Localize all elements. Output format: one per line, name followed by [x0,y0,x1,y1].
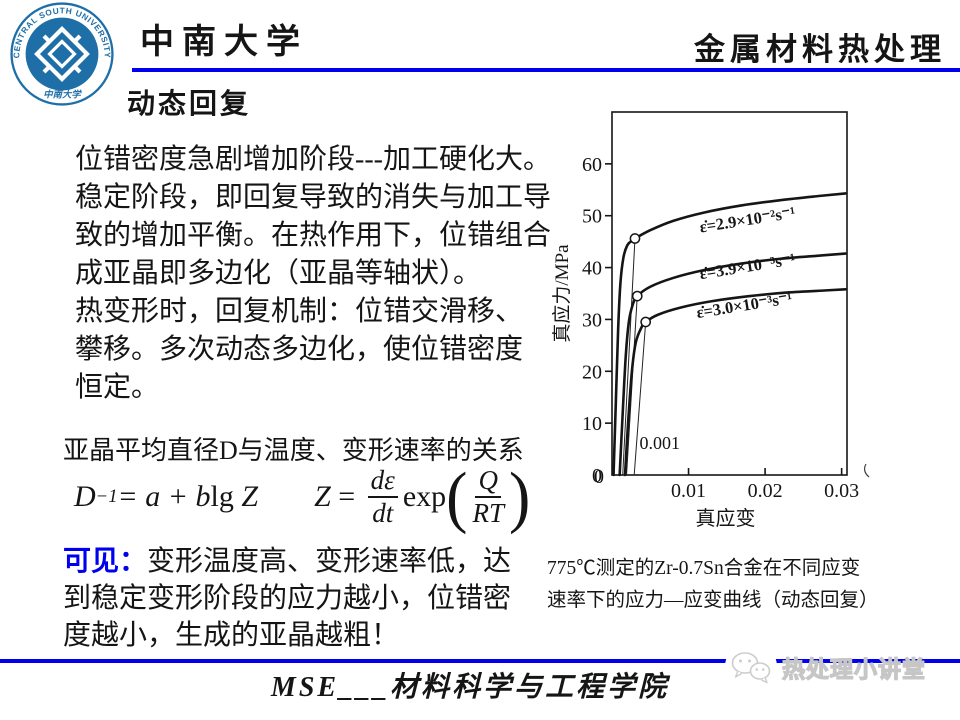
x-axis-tick-label: 0.03 [824,480,859,502]
csu-logo: CENTRAL SOUTH UNIVERSITY 中南大学 [10,2,114,106]
text-line: 到稳定变形阶段的应力越小，位错密 [63,583,512,614]
plot-border [611,111,848,476]
chart-caption: 775℃测定的Zr-0.7Sn合金在不同应变 速率下的应力—应变曲线（动态回复） [547,553,879,617]
yield-point-marker [629,233,641,244]
wechat-icon [725,641,777,693]
x-axis-title: 真应变 [696,507,756,530]
logo-seal-text: 中南大学 [43,89,82,101]
formula-d-z: D −1 = a + b lg Z [74,480,259,513]
text-line: 度越小，生成的亚晶越粗！ [63,620,400,651]
conclusion-label: 可见： [63,546,148,577]
offset-line [622,238,636,476]
origin-label: 0 [594,466,604,488]
y-axis-title: 真应力/MPa [551,244,573,343]
text-line: 成亚晶即多边化（亚晶等轴状）。 [75,258,482,289]
text-line: 热变形时，回复机制：位错交滑移、 [75,296,524,327]
x-axis-tick-label: 0.02 [748,480,783,502]
university-name: 中南大学 [140,24,308,61]
text-line: 致的增加平衡。在热作用下，位错组合 [75,220,552,251]
paragraph-dislocation: 位错密度急剧增加阶段---加工硬化大。 稳定阶段，即回复导致的消失与加工导 致的… [75,141,551,293]
formula-zener: Z = dε dt exp(Q RT) [314,458,531,535]
footer-divider-line [0,659,960,663]
y-axis-tick-label: 50 [582,206,602,228]
caption-line: 775℃测定的Zr-0.7Sn合金在不同应变 [547,558,861,579]
text-line: 位错密度急剧增加阶段---加工硬化大。 [75,144,551,175]
header-divider-line [132,68,960,72]
formula-row: D −1 = a + b lg Z Z = dε dt exp(Q RT) [74,456,530,538]
conclusion-paragraph: 可见：变形温度高、变形速率低，达 到稳定变形阶段的应力越小，位错密 度越小，生成… [63,543,511,654]
stress-strain-curve-3 [623,288,847,477]
logo-knot-emblem [34,26,90,82]
offset-line [633,321,647,476]
text-line: 恒定。 [75,372,160,403]
x-axis-tick-label: 0.01 [671,480,706,502]
y-axis-tick-label: 10 [582,413,602,435]
yield-point-marker [640,316,652,328]
caption-line: 速率下的应力—应变曲线（动态回复） [547,590,879,611]
page-title: 动态回复 [127,89,252,120]
watermark-text: 热处理小讲堂 [781,655,926,682]
watermark: 热处理小讲堂 [724,640,926,694]
text-line: 可见：变形温度高、变形速率低，达 [63,546,512,577]
scan-artifact-mark [863,463,870,478]
y-axis-tick-label: 40 [582,258,602,280]
stress-strain-curve-2 [618,252,847,477]
y-axis-tick-label: 60 [582,154,602,176]
y-axis-tick-label: 30 [582,309,602,331]
course-title: 金属材料热处理 [694,32,946,67]
subheading-relation: 亚晶平均直径D与温度、变形速率的关系 [63,436,524,465]
offset-annotation: 0.001 [640,433,681,453]
logo-inner-disk [25,17,99,91]
text-line: 稳定阶段，即回复导致的消失与加工导 [75,182,552,213]
paragraph-mechanism: 热变形时，回复机制：位错交滑移、 攀移。多次动态多边化，使位错密度 恒定。 [75,293,523,407]
footer-school-name: MSE___材料科学与工程学院 [270,672,670,703]
yield-point-marker [631,290,643,302]
y-axis-tick-label: 0 [592,465,602,487]
text-line: 攀移。多次动态多边化，使位错密度 [75,334,524,365]
y-axis-tick-label: 20 [582,361,602,383]
